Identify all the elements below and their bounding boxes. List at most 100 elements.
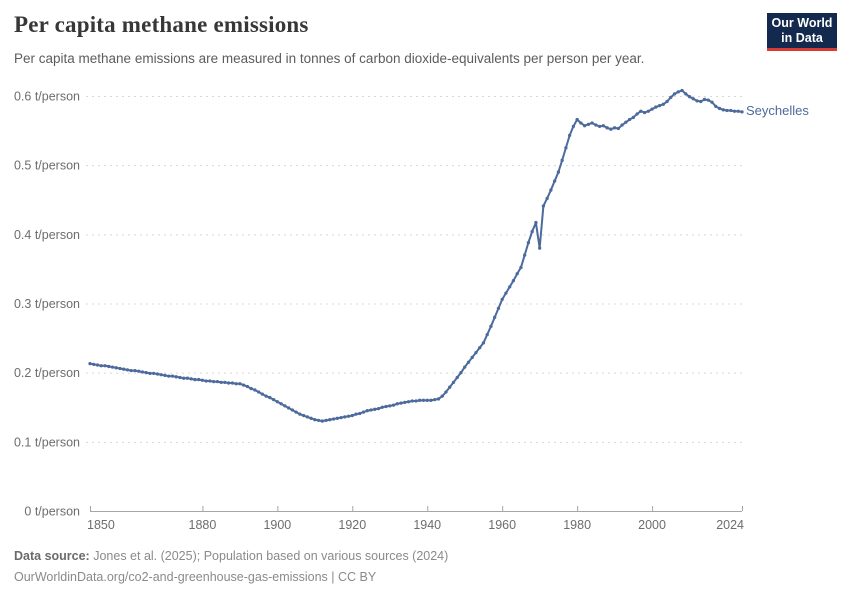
- y-axis-tick-label: 0.5 t/person: [14, 159, 80, 173]
- data-point-marker: [564, 146, 568, 150]
- chart-footer: Data source: Jones et al. (2025); Popula…: [14, 546, 448, 588]
- data-point-marker: [193, 377, 197, 382]
- data-point-marker: [170, 374, 175, 378]
- data-point-marker: [388, 404, 392, 408]
- data-point-marker: [455, 375, 459, 380]
- data-point-marker: [549, 188, 553, 192]
- data-point-marker: [609, 127, 613, 131]
- data-point-marker: [661, 102, 665, 106]
- data-point-marker: [624, 120, 628, 124]
- data-point-marker: [414, 399, 418, 403]
- y-axis-tick-label: 0.3 t/person: [14, 297, 80, 311]
- data-point-marker: [729, 108, 733, 113]
- data-point-marker: [556, 170, 561, 174]
- data-point-marker: [579, 121, 583, 125]
- data-point-marker: [478, 346, 482, 350]
- data-point-marker: [219, 380, 223, 384]
- data-point-marker: [320, 419, 324, 423]
- data-point-marker: [234, 382, 238, 386]
- attribution-line: OurWorldinData.org/co2-and-greenhouse-ga…: [14, 567, 448, 588]
- data-point-marker: [691, 97, 695, 101]
- x-axis-tick-label: 2000: [638, 518, 666, 532]
- data-point-marker: [523, 253, 527, 257]
- data-point-marker: [118, 366, 122, 371]
- data-point-marker: [616, 126, 620, 131]
- data-point-marker: [103, 364, 107, 368]
- data-point-marker: [174, 375, 178, 379]
- data-source-text: Jones et al. (2025); Population based on…: [93, 549, 449, 563]
- data-point-marker: [88, 362, 92, 366]
- data-point-marker: [384, 404, 388, 409]
- data-point-marker: [279, 402, 283, 406]
- data-point-marker: [125, 368, 130, 372]
- data-point-marker: [582, 124, 587, 128]
- data-point-marker: [421, 398, 426, 402]
- data-point-marker: [253, 388, 257, 392]
- data-point-marker: [642, 110, 647, 115]
- data-point-marker: [182, 376, 186, 380]
- series-label-seychelles[interactable]: Seychelles: [746, 103, 809, 118]
- data-point-marker: [515, 272, 519, 276]
- data-point-marker: [148, 371, 152, 376]
- x-axis-tick-label: 1900: [263, 518, 291, 532]
- data-point-marker: [298, 412, 302, 416]
- data-point-marker: [451, 380, 456, 384]
- data-point-marker: [339, 415, 343, 420]
- owid-url-link[interactable]: OurWorldinData.org/co2-and-greenhouse-ga…: [14, 570, 328, 584]
- license-separator: |: [327, 570, 339, 584]
- data-point-marker: [560, 158, 564, 162]
- data-point-marker: [680, 88, 684, 93]
- data-point-marker: [740, 110, 744, 114]
- data-point-marker: [290, 408, 294, 412]
- data-point-marker: [167, 374, 171, 378]
- data-point-marker: [687, 95, 692, 99]
- data-point-marker: [268, 395, 272, 400]
- data-point-marker: [391, 403, 396, 407]
- data-point-marker: [538, 246, 542, 250]
- license-link[interactable]: CC BY: [338, 570, 377, 584]
- data-point-marker: [466, 360, 471, 364]
- data-point-marker: [695, 99, 699, 103]
- data-point-marker: [672, 92, 677, 96]
- data-point-marker: [107, 364, 111, 369]
- data-point-marker: [552, 179, 557, 183]
- data-point-marker: [380, 405, 384, 409]
- data-point-marker: [463, 365, 467, 369]
- data-point-marker: [594, 123, 598, 127]
- data-point-marker: [358, 411, 362, 416]
- data-point-marker: [676, 90, 680, 94]
- data-point-marker: [163, 373, 167, 378]
- data-point-marker: [350, 413, 354, 418]
- data-point-marker: [575, 117, 579, 122]
- data-point-marker: [620, 123, 624, 127]
- data-point-marker: [328, 418, 332, 422]
- data-point-marker: [309, 416, 313, 420]
- data-point-marker: [508, 285, 512, 289]
- data-point-marker: [496, 306, 501, 310]
- data-point-marker: [459, 371, 463, 375]
- owid-logo-line2: in Data: [781, 31, 823, 45]
- data-point-marker: [706, 98, 710, 102]
- data-point-marker: [200, 378, 205, 382]
- data-point-marker: [204, 379, 208, 383]
- data-point-marker: [226, 381, 231, 385]
- data-point-marker: [725, 108, 729, 113]
- data-point-marker: [185, 376, 190, 380]
- data-point-marker: [140, 370, 145, 374]
- owid-logo[interactable]: Our World in Data: [767, 13, 837, 51]
- data-point-marker: [313, 418, 317, 422]
- data-point-marker: [406, 400, 411, 404]
- x-axis-tick-label: 1920: [338, 518, 366, 532]
- data-point-marker: [260, 392, 265, 396]
- data-point-marker: [481, 341, 486, 345]
- data-point-marker: [316, 418, 321, 423]
- series-line[interactable]: [89, 89, 743, 423]
- data-point-marker: [294, 410, 298, 414]
- data-point-marker: [399, 401, 403, 405]
- data-point-marker: [376, 406, 381, 411]
- x-axis-tick-label: 1960: [488, 518, 516, 532]
- owid-logo-line1: Our World: [771, 16, 833, 30]
- data-point-marker: [369, 408, 373, 412]
- data-point-marker: [699, 99, 703, 104]
